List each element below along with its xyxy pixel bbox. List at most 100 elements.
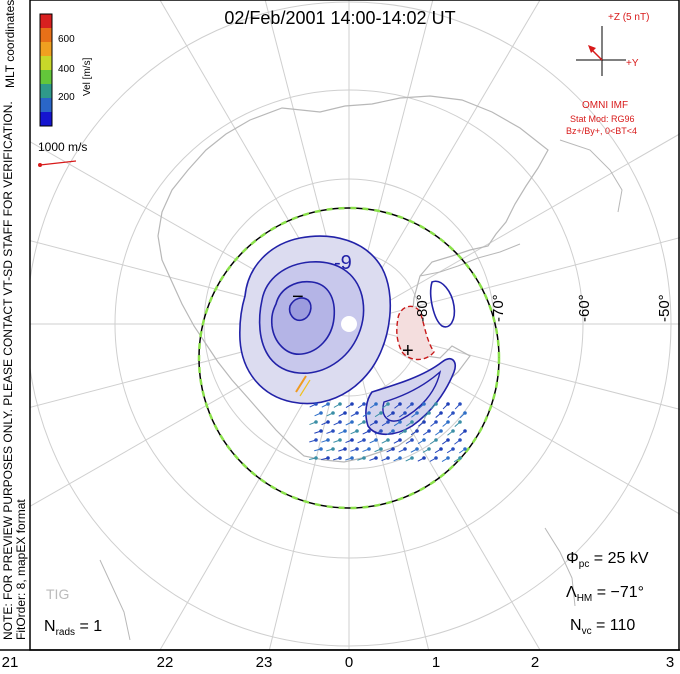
model-line-1: Stat Mod: RG96: [570, 114, 635, 124]
radar-count: Nrads = 1: [44, 618, 103, 639]
imf-source: OMNI IMF: [582, 100, 629, 111]
velocity-vector: [357, 457, 365, 461]
velocity-colorbar: [40, 14, 52, 127]
velocity-vector: [405, 457, 413, 462]
fit-order-note: FitOrder: 8, mapEX format: [14, 499, 28, 640]
velocity-vector: [326, 448, 334, 452]
velocity-vector: [411, 412, 418, 418]
mlt-tick-0: 0: [344, 654, 354, 671]
velocity-vector: [345, 403, 353, 409]
colorbar-segment: [40, 84, 52, 99]
negative-cell-center-marker: −: [292, 286, 304, 308]
latitude-label-70: -70°: [490, 294, 507, 322]
colorbar-tick-200: 200: [58, 92, 75, 103]
velocity-vector: [326, 430, 334, 434]
velocity-vector: [362, 430, 370, 435]
velocity-vector: [333, 439, 341, 443]
velocity-vector: [430, 403, 437, 410]
velocity-vector: [399, 412, 406, 418]
velocity-vector: [454, 421, 461, 428]
velocity-vector: [338, 412, 346, 417]
velocity-vector: [357, 403, 365, 409]
velocity-vector: [386, 412, 394, 418]
velocity-vector: [447, 430, 454, 436]
velocity-vector: [362, 448, 370, 452]
velocity-vector: [398, 430, 406, 436]
velocity-vector: [435, 412, 442, 418]
mlt-tick-22: 22: [156, 654, 174, 671]
velocity-vector: [386, 448, 394, 453]
velocity-vectors: [309, 402, 467, 463]
velocity-vector: [314, 430, 322, 434]
preview-note: NOTE: FOR PREVIEW PURPOSES ONLY. PLEASE …: [1, 101, 15, 640]
map-title: 02/Feb/2001 14:00-14:02 UT: [224, 8, 456, 28]
velocity-vector: [442, 403, 449, 410]
coordinate-label: MLT coordinates: [3, 0, 17, 88]
velocity-vector: [321, 421, 329, 426]
imf-y-label: +Y: [626, 58, 639, 69]
velocity-vector: [338, 430, 346, 435]
velocity-vector: [381, 421, 389, 427]
velocity-vector: [369, 403, 377, 409]
velocity-vector: [357, 439, 365, 444]
velocity-vector: [434, 448, 442, 454]
velocity-vector: [446, 448, 454, 454]
velocity-vector: [345, 421, 353, 426]
velocity-vector: [454, 403, 461, 410]
velocity-vector: [405, 421, 413, 427]
velocity-vector: [393, 457, 401, 462]
velocity-vector: [422, 430, 430, 436]
mlt-tick-3: 3: [665, 654, 675, 671]
vector-count: Nvc = 110: [570, 617, 636, 638]
vector-scale-label: 1000 m/s: [38, 140, 88, 154]
velocity-vector: [405, 439, 413, 444]
mlt-tick-23: 23: [255, 654, 273, 671]
mlt-tick-1: 1: [431, 654, 441, 671]
velocity-vector: [429, 439, 437, 445]
latitude-label-80: -80°: [414, 294, 431, 322]
latitude-label-50: -50°: [656, 294, 673, 322]
velocity-vector: [398, 448, 406, 453]
colorbar-tick-600: 600: [58, 34, 75, 45]
mlt-tick-2: 2: [530, 654, 540, 671]
velocity-vector: [442, 439, 449, 445]
colorbar-segment: [40, 98, 52, 113]
mlt-tick-21: 21: [1, 654, 19, 671]
colorbar-segment: [40, 112, 52, 127]
velocity-vector: [417, 439, 425, 445]
velocity-vector: [350, 430, 358, 435]
antarctica-coastline: [157, 95, 549, 463]
velocity-vector: [459, 412, 466, 419]
velocity-vector: [369, 439, 377, 444]
velocity-vector: [382, 403, 389, 409]
orange-streak: [295, 375, 307, 393]
velocity-vector: [309, 421, 317, 425]
velocity-vector: [406, 403, 413, 409]
velocity-vector: [321, 403, 329, 408]
imf-z-label: +Z (5 nT): [608, 12, 650, 23]
negative-potential-lobe: [429, 280, 456, 328]
velocity-vector: [435, 430, 442, 436]
positive-cell-center-marker: +: [402, 340, 414, 362]
velocity-vector: [326, 412, 334, 417]
velocity-vector: [386, 430, 394, 435]
station-label: TIG: [46, 586, 70, 602]
velocity-vector: [430, 421, 437, 427]
velocity-vector: [374, 448, 382, 453]
velocity-vector: [454, 439, 461, 445]
colorbar-segment: [40, 70, 52, 85]
velocity-vector: [333, 403, 341, 408]
velocity-vector: [374, 412, 382, 418]
colorbar-segment: [40, 42, 52, 57]
velocity-vector: [350, 448, 358, 452]
velocity-vector: [418, 403, 425, 409]
hmb-latitude: ΛHM = −71°: [566, 584, 645, 605]
magnetic-pole-marker: [341, 316, 357, 332]
velocity-vector: [393, 421, 401, 427]
velocity-vector: [458, 448, 466, 454]
positive-potential-cell: [396, 305, 435, 361]
velocity-vector: [350, 412, 358, 417]
velocity-vector: [369, 421, 377, 426]
velocity-vector: [309, 403, 317, 408]
